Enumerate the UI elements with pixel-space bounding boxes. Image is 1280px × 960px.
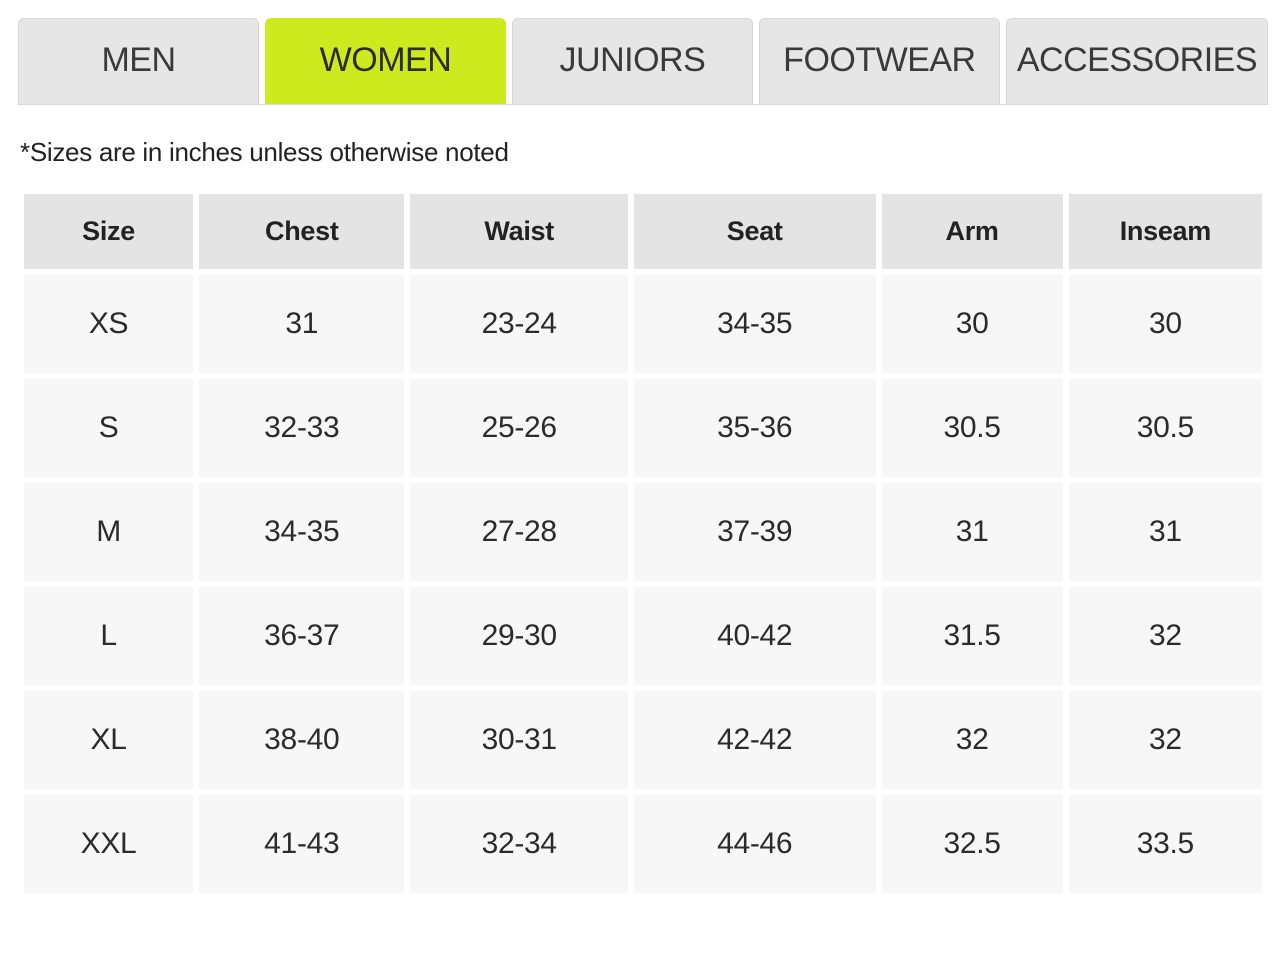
cell-inseam: 32	[1069, 587, 1262, 685]
col-header-inseam: Inseam	[1069, 194, 1262, 269]
cell-chest: 41-43	[199, 795, 404, 893]
cell-arm: 31	[882, 483, 1063, 581]
cell-size: XL	[24, 691, 193, 789]
cell-size: XS	[24, 275, 193, 373]
cell-arm: 32	[882, 691, 1063, 789]
cell-size: XXL	[24, 795, 193, 893]
cell-seat: 44-46	[634, 795, 876, 893]
col-header-arm: Arm	[882, 194, 1063, 269]
table-row: M 34-35 27-28 37-39 31 31	[24, 483, 1262, 581]
col-header-seat: Seat	[634, 194, 876, 269]
table-row: XXL 41-43 32-34 44-46 32.5 33.5	[24, 795, 1262, 893]
cell-inseam: 32	[1069, 691, 1262, 789]
cell-chest: 38-40	[199, 691, 404, 789]
size-chart-table: Size Chest Waist Seat Arm Inseam XS 31 2…	[18, 188, 1268, 899]
table-row: XS 31 23-24 34-35 30 30	[24, 275, 1262, 373]
cell-inseam: 30.5	[1069, 379, 1262, 477]
tab-men[interactable]: MEN	[18, 18, 259, 104]
cell-inseam: 31	[1069, 483, 1262, 581]
cell-seat: 42-42	[634, 691, 876, 789]
table-header-row: Size Chest Waist Seat Arm Inseam	[24, 194, 1262, 269]
cell-size: M	[24, 483, 193, 581]
tab-accessories[interactable]: ACCESSORIES	[1006, 18, 1268, 104]
cell-waist: 30-31	[410, 691, 627, 789]
cell-chest: 32-33	[199, 379, 404, 477]
cell-size: S	[24, 379, 193, 477]
cell-arm: 30	[882, 275, 1063, 373]
cell-waist: 29-30	[410, 587, 627, 685]
tab-footwear[interactable]: FOOTWEAR	[759, 18, 1000, 104]
category-tabs: MEN WOMEN JUNIORS FOOTWEAR ACCESSORIES	[18, 18, 1268, 105]
cell-chest: 31	[199, 275, 404, 373]
table-row: L 36-37 29-30 40-42 31.5 32	[24, 587, 1262, 685]
cell-chest: 36-37	[199, 587, 404, 685]
cell-seat: 37-39	[634, 483, 876, 581]
col-header-size: Size	[24, 194, 193, 269]
table-row: XL 38-40 30-31 42-42 32 32	[24, 691, 1262, 789]
table-row: S 32-33 25-26 35-36 30.5 30.5	[24, 379, 1262, 477]
cell-waist: 25-26	[410, 379, 627, 477]
cell-waist: 32-34	[410, 795, 627, 893]
cell-chest: 34-35	[199, 483, 404, 581]
cell-inseam: 30	[1069, 275, 1262, 373]
cell-waist: 23-24	[410, 275, 627, 373]
tab-juniors[interactable]: JUNIORS	[512, 18, 753, 104]
units-note: *Sizes are in inches unless otherwise no…	[20, 137, 1268, 168]
cell-arm: 30.5	[882, 379, 1063, 477]
cell-arm: 32.5	[882, 795, 1063, 893]
cell-waist: 27-28	[410, 483, 627, 581]
cell-inseam: 33.5	[1069, 795, 1262, 893]
cell-arm: 31.5	[882, 587, 1063, 685]
col-header-waist: Waist	[410, 194, 627, 269]
cell-seat: 34-35	[634, 275, 876, 373]
cell-size: L	[24, 587, 193, 685]
col-header-chest: Chest	[199, 194, 404, 269]
cell-seat: 35-36	[634, 379, 876, 477]
cell-seat: 40-42	[634, 587, 876, 685]
tab-women[interactable]: WOMEN	[265, 18, 506, 104]
